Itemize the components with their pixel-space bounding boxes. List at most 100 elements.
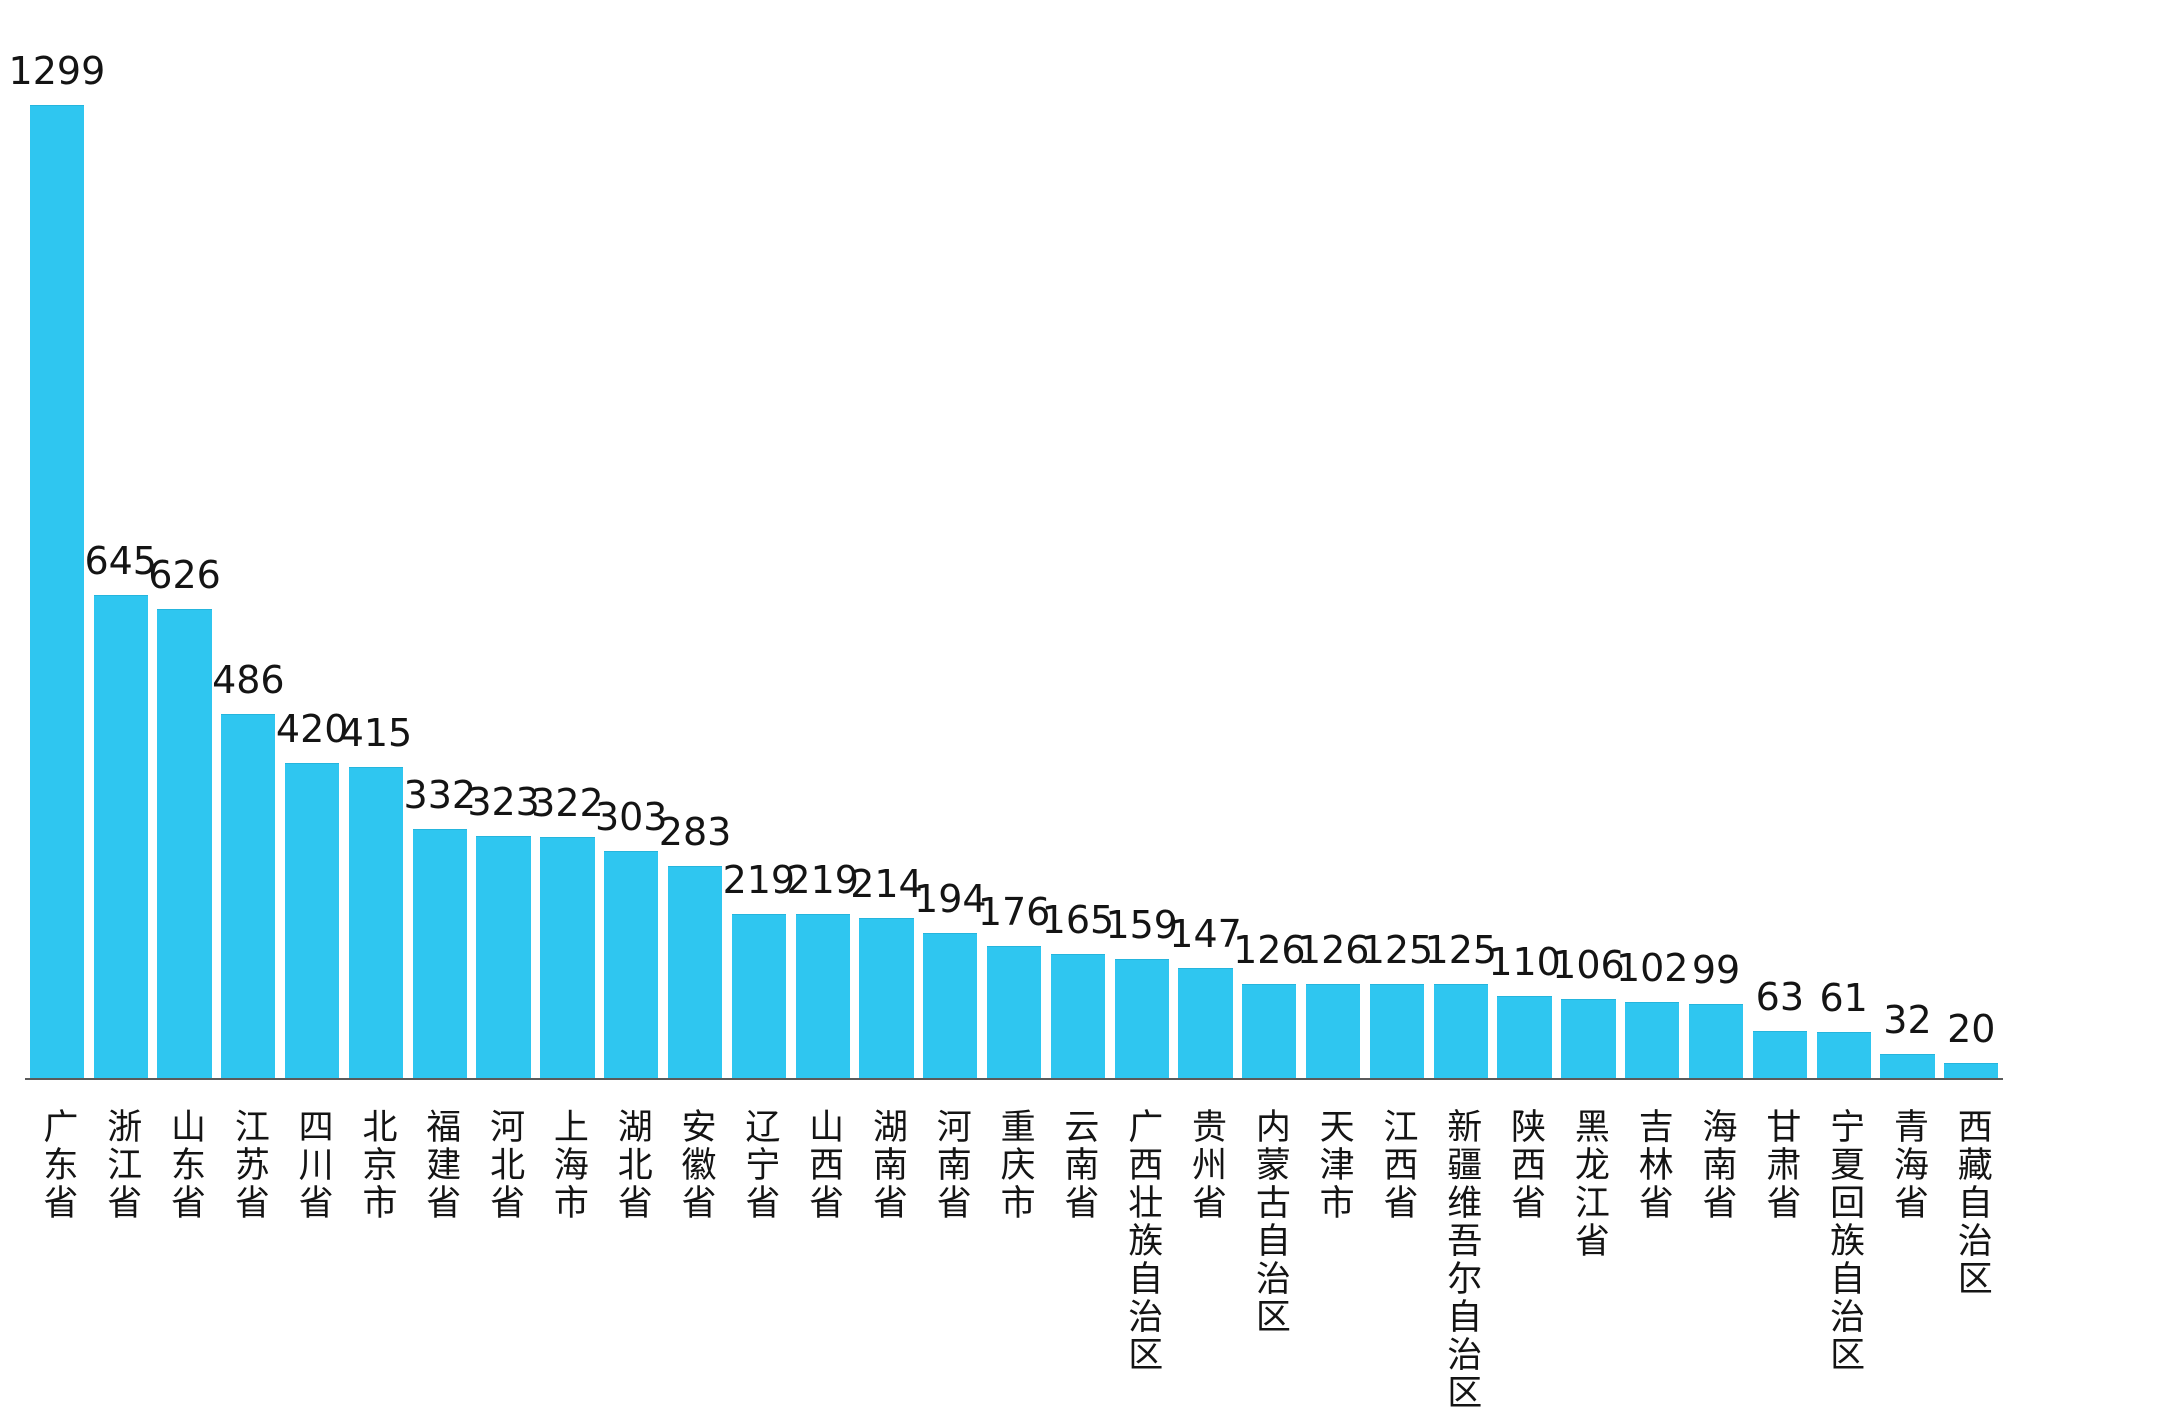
x-axis-label-text: 贵州省 bbox=[1186, 1108, 1227, 1222]
bar bbox=[1433, 984, 1488, 1078]
x-axis-label-text: 江苏省 bbox=[228, 1108, 269, 1222]
bar-column: 626 bbox=[148, 0, 221, 1078]
x-axis-label-text: 湖南省 bbox=[866, 1108, 907, 1222]
bar-column: 165 bbox=[1042, 0, 1114, 1078]
bar-column: 61 bbox=[1812, 0, 1876, 1078]
bar-column: 176 bbox=[978, 0, 1050, 1078]
x-axis-label-text: 广西壮族自治区 bbox=[1122, 1108, 1163, 1374]
x-axis-label: 吉林省 bbox=[1620, 1082, 1684, 1222]
bar bbox=[1497, 996, 1552, 1078]
bar bbox=[986, 946, 1042, 1078]
x-axis-label: 天津市 bbox=[1301, 1082, 1365, 1222]
x-axis-label-text: 甘肃省 bbox=[1760, 1108, 1801, 1222]
x-axis-label: 青海省 bbox=[1876, 1082, 1940, 1222]
bar-value-label: 102 bbox=[1615, 946, 1689, 990]
bar-value-label: 322 bbox=[531, 781, 604, 825]
bar-column: 283 bbox=[659, 0, 731, 1078]
bar-value-label: 159 bbox=[1105, 903, 1178, 947]
bar bbox=[1050, 954, 1106, 1078]
bar-column: 1299 bbox=[9, 0, 105, 1078]
bar-column: 486 bbox=[212, 0, 285, 1078]
bar bbox=[604, 851, 659, 1078]
bar bbox=[1306, 984, 1361, 1078]
bar bbox=[1178, 968, 1233, 1078]
x-axis-label: 贵州省 bbox=[1174, 1082, 1238, 1222]
x-axis-label: 甘肃省 bbox=[1748, 1082, 1812, 1222]
bar-value-label: 125 bbox=[1360, 928, 1434, 972]
bar-value-label: 147 bbox=[1169, 912, 1242, 956]
bar-column: 219 bbox=[723, 0, 795, 1078]
bar bbox=[1752, 1031, 1807, 1078]
x-axis-label: 河北省 bbox=[472, 1082, 536, 1222]
bar-column: 303 bbox=[595, 0, 667, 1078]
x-axis-label-text: 黑龙江省 bbox=[1568, 1108, 1609, 1260]
bar-value-label: 126 bbox=[1296, 928, 1370, 972]
bar bbox=[285, 763, 340, 1078]
x-axis-label: 北京市 bbox=[344, 1082, 408, 1222]
x-axis-label-text: 吉林省 bbox=[1632, 1108, 1673, 1222]
bar-value-label: 106 bbox=[1552, 943, 1625, 987]
x-axis-label-text: 江西省 bbox=[1377, 1108, 1418, 1222]
x-axis-label: 四川省 bbox=[280, 1082, 344, 1222]
x-axis-label-text: 青海省 bbox=[1887, 1108, 1928, 1222]
bar bbox=[1114, 959, 1169, 1078]
bar bbox=[1816, 1032, 1871, 1078]
x-axis-label: 重庆市 bbox=[982, 1082, 1046, 1222]
bar-column: 645 bbox=[84, 0, 157, 1078]
x-axis-label-text: 上海市 bbox=[547, 1108, 588, 1222]
bar bbox=[731, 914, 786, 1078]
bar-column: 194 bbox=[914, 0, 987, 1078]
bar-column: 214 bbox=[850, 0, 923, 1078]
bar-value-label: 99 bbox=[1691, 948, 1741, 992]
bar bbox=[93, 595, 148, 1078]
bar-column: 63 bbox=[1748, 0, 1812, 1078]
bar-column: 415 bbox=[340, 0, 412, 1078]
bar bbox=[667, 866, 723, 1078]
bar bbox=[795, 914, 850, 1078]
x-axis-label-text: 河北省 bbox=[484, 1108, 525, 1222]
bar-column: 102 bbox=[1616, 0, 1688, 1078]
x-axis-label: 江西省 bbox=[1365, 1082, 1429, 1222]
bar-column: 126 bbox=[1233, 0, 1306, 1078]
bar-value-label: 110 bbox=[1488, 940, 1561, 984]
bar bbox=[476, 836, 531, 1078]
x-axis-label-text: 辽宁省 bbox=[739, 1108, 780, 1222]
bar bbox=[923, 933, 978, 1078]
bar bbox=[221, 714, 276, 1078]
x-axis-label-text: 湖北省 bbox=[611, 1108, 652, 1222]
x-axis-label-text: 北京市 bbox=[356, 1108, 397, 1222]
bar-column: 323 bbox=[467, 0, 540, 1078]
bar-value-label: 626 bbox=[148, 553, 221, 597]
bar-column: 126 bbox=[1297, 0, 1369, 1078]
x-axis-label-text: 西藏自治区 bbox=[1951, 1108, 1992, 1298]
bar-value-label: 283 bbox=[658, 810, 732, 854]
x-axis-label: 黑龙江省 bbox=[1557, 1082, 1621, 1260]
x-axis-label: 广东省 bbox=[25, 1082, 89, 1222]
bar-column: 219 bbox=[786, 0, 859, 1078]
x-axis-label-text: 内蒙古自治区 bbox=[1249, 1108, 1290, 1336]
x-axis-label: 新疆维吾尔自治区 bbox=[1429, 1082, 1493, 1410]
x-axis-label-text: 山东省 bbox=[165, 1108, 206, 1222]
bar-value-label: 303 bbox=[594, 795, 668, 839]
bar-column: 332 bbox=[404, 0, 476, 1078]
bar bbox=[157, 609, 212, 1078]
bar-value-label: 20 bbox=[1947, 1007, 1996, 1051]
bar-column: 20 bbox=[1939, 0, 2003, 1078]
bar-column: 125 bbox=[1425, 0, 1497, 1078]
bar bbox=[1625, 1002, 1680, 1078]
x-axis-label-text: 宁夏回族自治区 bbox=[1824, 1108, 1865, 1374]
x-axis-label: 安徽省 bbox=[663, 1082, 727, 1222]
x-axis-label: 陕西省 bbox=[1493, 1082, 1557, 1222]
bar-column: 110 bbox=[1488, 0, 1561, 1078]
x-axis-label: 湖北省 bbox=[599, 1082, 663, 1222]
x-axis-label: 河南省 bbox=[918, 1082, 982, 1222]
bar-value-label: 32 bbox=[1883, 998, 1932, 1042]
bar bbox=[1688, 1004, 1744, 1078]
bar-value-label: 165 bbox=[1041, 898, 1115, 942]
x-axis-label-text: 广东省 bbox=[37, 1108, 78, 1222]
x-axis-label-text: 海南省 bbox=[1696, 1108, 1737, 1222]
bar-value-label: 645 bbox=[84, 539, 157, 583]
bar-value-label: 323 bbox=[467, 780, 540, 824]
x-axis-label: 内蒙古自治区 bbox=[1237, 1082, 1301, 1336]
bar-column: 159 bbox=[1105, 0, 1178, 1078]
